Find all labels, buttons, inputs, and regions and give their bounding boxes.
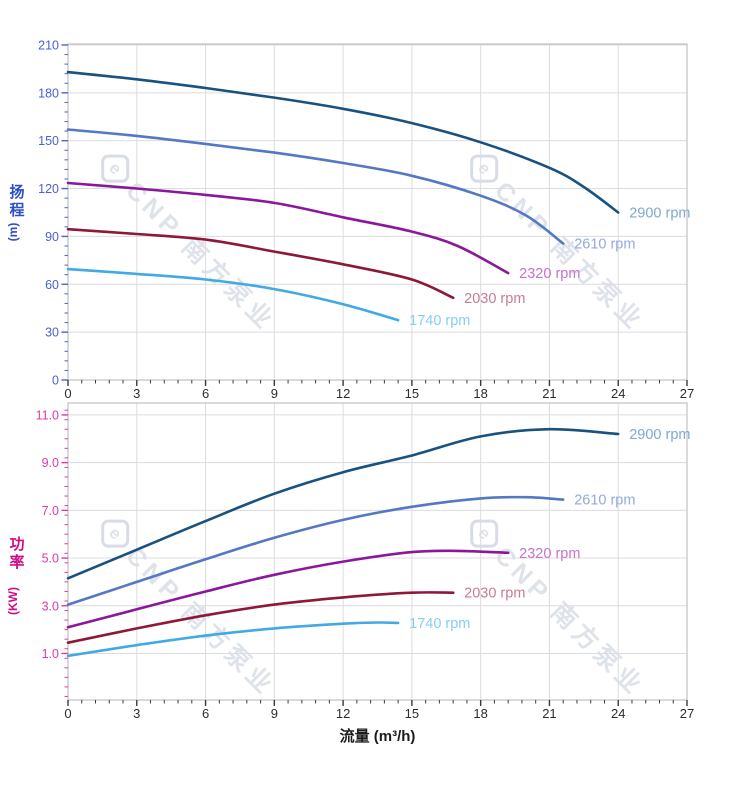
y-tick-labels: 0 30 60 90 120 150 180 210 bbox=[38, 38, 59, 387]
y-tick-label: 1.0 bbox=[42, 647, 59, 661]
y-axis-unit: (KW) bbox=[6, 587, 20, 615]
x-tick-label: 24 bbox=[611, 706, 625, 721]
y-tick-label: 11.0 bbox=[36, 408, 59, 422]
y-tick-label: 210 bbox=[38, 38, 59, 52]
y-axis-title: 扬程 (m) bbox=[6, 183, 25, 241]
y-tick-label: 30 bbox=[45, 326, 59, 340]
curve-2320-rpm bbox=[66, 549, 510, 629]
x-axis-ticks bbox=[67, 380, 688, 386]
curve-label-1740-rpm: 1740 rpm bbox=[409, 616, 470, 632]
gridlines bbox=[68, 44, 687, 380]
curve-2610-rpm bbox=[66, 128, 565, 245]
y-axis-unit: (m) bbox=[6, 223, 20, 242]
curve-2030-rpm bbox=[66, 591, 455, 644]
x-tick-label: 3 bbox=[133, 706, 140, 721]
x-tick-label: 21 bbox=[542, 706, 556, 721]
y-axis-title-char: 扬 bbox=[9, 183, 24, 201]
curve-2320-rpm bbox=[66, 181, 510, 275]
y-axis-title-char: 率 bbox=[9, 553, 24, 571]
curve-label-2320-rpm: 2320 rpm bbox=[519, 546, 580, 562]
x-tick-label: 3 bbox=[133, 386, 140, 401]
curve-label-2900-rpm: 2900 rpm bbox=[629, 427, 690, 443]
y-axis-ticks bbox=[61, 409, 68, 697]
x-axis-ticks bbox=[67, 700, 688, 706]
curve-1740-rpm bbox=[66, 267, 400, 322]
x-tick-label: 0 bbox=[64, 386, 71, 401]
curve-label-2610-rpm: 2610 rpm bbox=[574, 493, 635, 509]
x-axis-title: 流量 (m³/h) bbox=[340, 727, 416, 745]
x-tick-label: 12 bbox=[336, 386, 350, 401]
y-tick-label: 150 bbox=[38, 134, 59, 148]
y-tick-labels: 1.0 3.0 5.0 7.0 9.0 11.0 bbox=[36, 408, 59, 661]
curve-label-2030-rpm: 2030 rpm bbox=[464, 291, 525, 307]
x-tick-label: 15 bbox=[405, 706, 419, 721]
x-tick-label: 12 bbox=[336, 706, 350, 721]
gridlines bbox=[68, 403, 687, 700]
y-tick-label: 0 bbox=[52, 374, 59, 388]
curve-2030-rpm bbox=[66, 227, 455, 300]
curve-label-1740-rpm: 1740 rpm bbox=[409, 313, 470, 329]
chart-head: 0 30 60 90 120 150 180 210 0 3 6 9 12 15 18 21 24 27 扬程 (m)… bbox=[6, 38, 694, 401]
x-tick-labels: 0 3 6 9 12 15 18 21 24 27 bbox=[64, 386, 694, 401]
x-tick-label: 21 bbox=[542, 386, 556, 401]
plot-border bbox=[67, 402, 688, 701]
y-tick-label: 9.0 bbox=[42, 456, 59, 470]
x-tick-label: 27 bbox=[680, 386, 694, 401]
curve-1740-rpm bbox=[66, 621, 400, 658]
curve-label-2610-rpm: 2610 rpm bbox=[574, 237, 635, 253]
x-tick-label: 6 bbox=[202, 386, 209, 401]
x-tick-labels: 0 3 6 9 12 15 18 21 24 27 bbox=[64, 706, 694, 721]
x-tick-label: 6 bbox=[202, 706, 209, 721]
x-tick-label: 18 bbox=[473, 706, 487, 721]
y-tick-label: 5.0 bbox=[42, 552, 59, 566]
y-axis-ticks bbox=[61, 44, 68, 381]
y-axis-title-char: 程 bbox=[9, 202, 24, 219]
y-tick-label: 180 bbox=[38, 86, 59, 100]
x-tick-label: 18 bbox=[473, 386, 487, 401]
x-tick-label: 27 bbox=[680, 706, 694, 721]
curve-2610-rpm bbox=[66, 495, 565, 606]
x-tick-label: 9 bbox=[271, 386, 278, 401]
y-tick-label: 120 bbox=[38, 182, 59, 196]
curve-2900-rpm bbox=[66, 427, 620, 580]
curve-label-2030-rpm: 2030 rpm bbox=[464, 586, 525, 602]
y-tick-label: 3.0 bbox=[42, 599, 59, 613]
chart-power: 1.0 3.0 5.0 7.0 9.0 11.0 0 3 6 9 12 15 18 21 24 27 功率 (KW… bbox=[6, 402, 694, 745]
curve-label-2320-rpm: 2320 rpm bbox=[519, 266, 580, 282]
plot-border bbox=[67, 43, 688, 381]
y-tick-label: 60 bbox=[45, 278, 59, 292]
x-tick-label: 15 bbox=[405, 386, 419, 401]
y-axis-title: 功率 (KW) bbox=[6, 536, 25, 615]
curve-2900-rpm bbox=[66, 70, 620, 214]
curve-label-2900-rpm: 2900 rpm bbox=[629, 205, 690, 221]
x-tick-label: 24 bbox=[611, 386, 625, 401]
y-tick-label: 7.0 bbox=[42, 504, 59, 518]
y-axis-title-char: 功 bbox=[9, 536, 24, 553]
x-tick-label: 9 bbox=[271, 706, 278, 721]
x-tick-label: 0 bbox=[64, 706, 71, 721]
y-tick-label: 90 bbox=[45, 230, 59, 244]
